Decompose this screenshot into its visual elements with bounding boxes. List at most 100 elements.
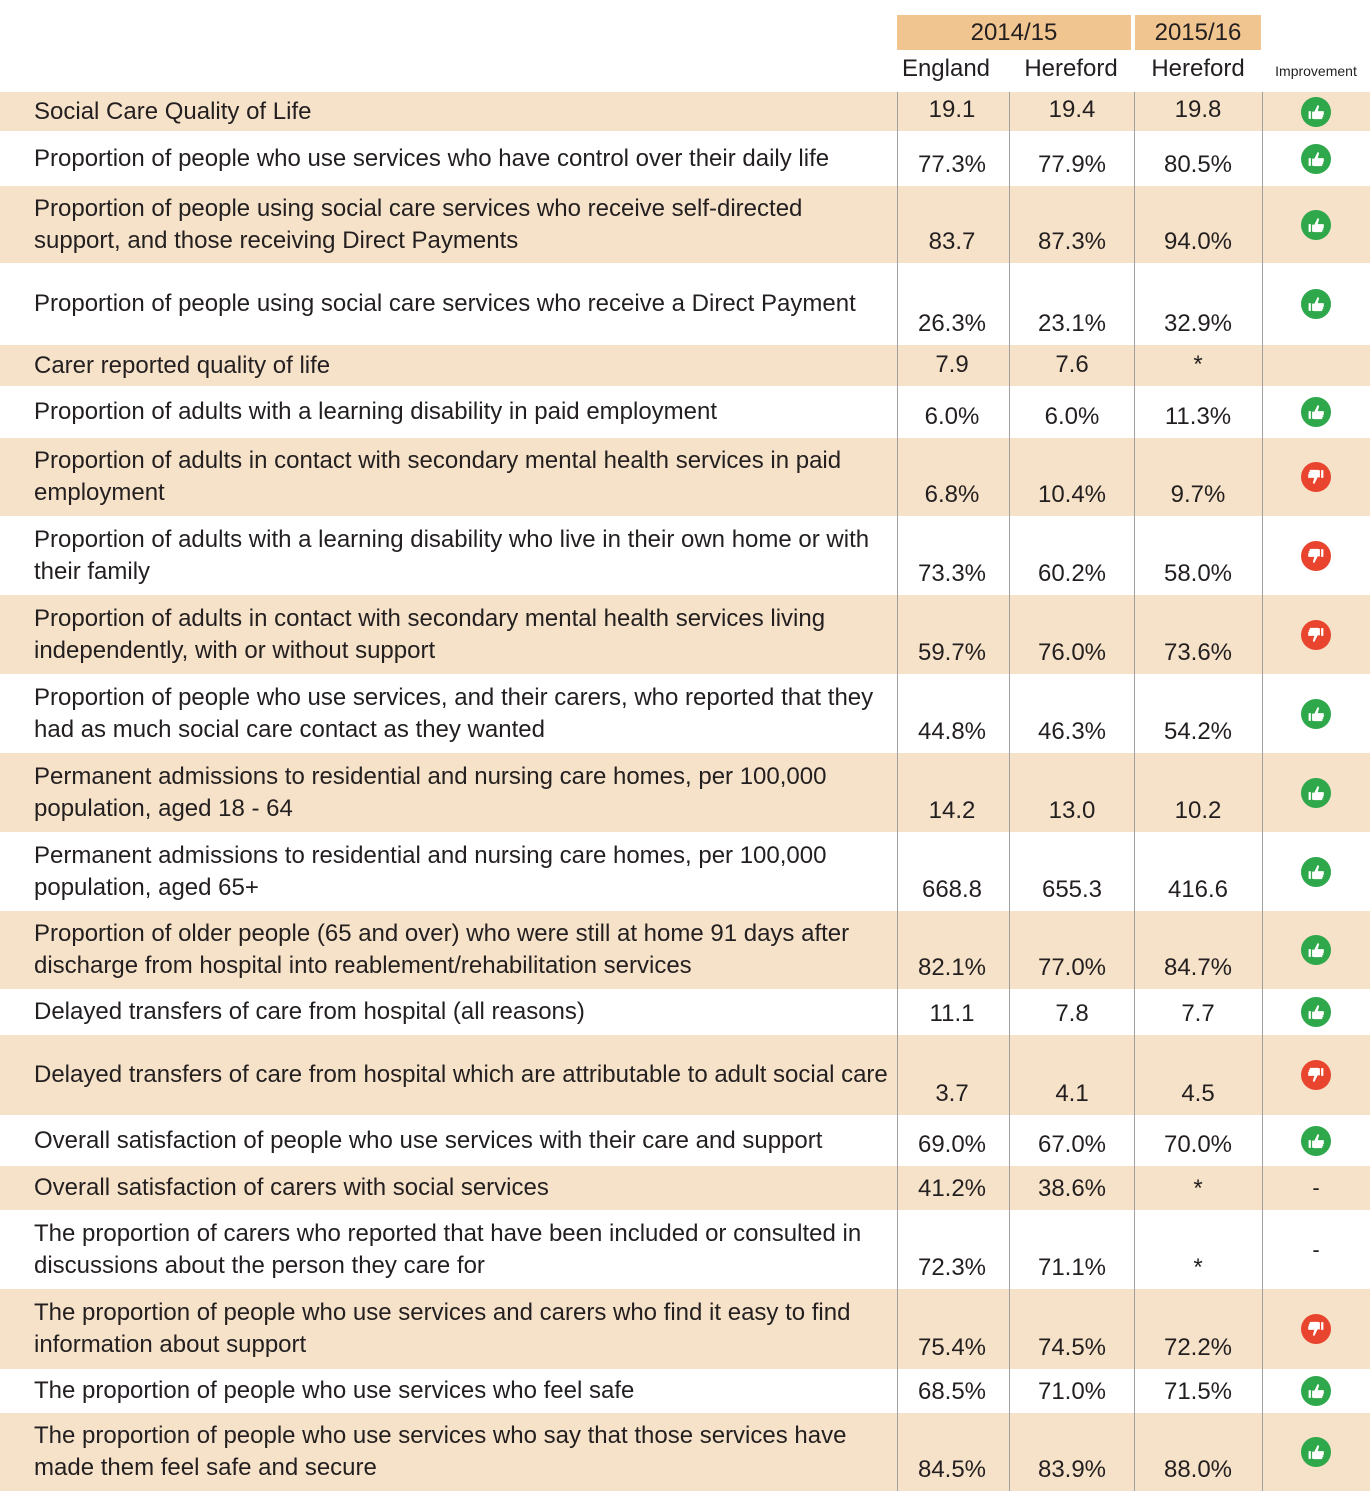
table-row: Permanent admissions to residential and …: [0, 753, 1370, 832]
row-label: The proportion of people who use service…: [34, 1422, 847, 1481]
column-separator: [897, 832, 898, 911]
row-label: Delayed transfers of care from hospital …: [34, 998, 585, 1025]
cell-value: 69.0%: [917, 1131, 987, 1158]
row-label: Proportion of people using social care s…: [34, 194, 803, 254]
thumbs-down-icon: [1300, 619, 1332, 651]
thumbs-up-icon: [1300, 996, 1332, 1028]
row-label: Proportion of adults with a learning dis…: [34, 398, 718, 425]
table-row: Proportion of adults with a learning dis…: [0, 386, 1370, 438]
cell-value: 70.0%: [1163, 1131, 1233, 1158]
table-row: Proportion of adults in contact with sec…: [0, 595, 1370, 674]
group-header: 2015/16: [1135, 15, 1261, 50]
cell-value: 80.5%: [1163, 151, 1233, 178]
table-row: Delayed transfers of care from hospital …: [0, 1035, 1370, 1115]
cell-value: 19.8: [1174, 96, 1222, 123]
column-separator: [1134, 1210, 1135, 1289]
column-separator: [1134, 131, 1135, 186]
table-row: Carer reported quality of life 7.9 7.6 *: [0, 345, 1370, 386]
cell-value: 4.5: [1181, 1080, 1215, 1107]
cell-value: 77.3%: [917, 151, 987, 178]
column-separator: [897, 1210, 898, 1289]
column-separator: [897, 1413, 898, 1491]
column-header: England: [901, 55, 991, 82]
column-separator: [1134, 386, 1135, 438]
column-separator: [1262, 263, 1263, 345]
cell-value: 73.6%: [1163, 639, 1233, 666]
column-separator: [1009, 438, 1010, 516]
column-separator: [1262, 1035, 1263, 1115]
table-row: The proportion of people who use service…: [0, 1289, 1370, 1369]
column-separator: [1009, 131, 1010, 186]
row-label: The proportion of people who use service…: [34, 1377, 635, 1404]
cell-value: 60.2%: [1037, 560, 1107, 587]
thumbs-up-icon: [1300, 856, 1332, 888]
cell-value: 7.8: [1055, 1000, 1089, 1027]
column-separator: [1262, 131, 1263, 186]
column-separator: [1262, 1210, 1263, 1289]
column-header: Improvement: [1275, 63, 1357, 79]
column-separator: [1134, 674, 1135, 753]
cell-value: 46.3%: [1037, 718, 1107, 745]
column-separator: [897, 1115, 898, 1166]
column-separator: [897, 131, 898, 186]
row-label: Proportion of people who use services wh…: [34, 144, 830, 172]
column-separator: [1134, 1369, 1135, 1413]
column-separator: [1134, 753, 1135, 832]
thumbs-up-icon: [1300, 698, 1332, 730]
cell-value: 14.2: [928, 797, 976, 824]
cell-value: 71.0%: [1037, 1378, 1107, 1405]
thumbs-up-icon: [1300, 209, 1332, 241]
table-row: The proportion of people who use service…: [0, 1369, 1370, 1413]
column-separator: [1134, 595, 1135, 674]
thumbs-up-icon: [1300, 934, 1332, 966]
column-separator: [897, 92, 898, 131]
cell-value: *: [1193, 1254, 1203, 1281]
improvement-text: -: [1312, 1175, 1320, 1200]
row-label: Proportion of people using social care s…: [34, 290, 856, 317]
cell-value: 7.6: [1055, 351, 1089, 378]
cell-value: 6.0%: [924, 403, 980, 430]
cell-value: 3.7: [935, 1080, 969, 1107]
column-separator: [1262, 1289, 1263, 1369]
column-separator: [1262, 753, 1263, 832]
column-separator: [897, 911, 898, 989]
cell-value: 58.0%: [1163, 560, 1233, 587]
cell-value: 44.8%: [917, 718, 987, 745]
thumbs-down-icon: [1300, 461, 1332, 493]
column-separator: [1009, 516, 1010, 595]
column-header: Hereford: [1151, 55, 1245, 82]
cell-value: 59.7%: [917, 639, 987, 666]
table-row: Delayed transfers of care from hospital …: [0, 989, 1370, 1035]
cell-value: 83.7: [928, 228, 976, 255]
table-row: Proportion of adults in contact with sec…: [0, 438, 1370, 516]
cell-value: 73.3%: [917, 560, 987, 587]
cell-value: 84.7%: [1163, 954, 1233, 981]
row-label: Delayed transfers of care from hospital …: [34, 1061, 888, 1088]
cell-value: 6.0%: [1044, 403, 1100, 430]
thumbs-down-icon: [1300, 1059, 1332, 1091]
row-label: Social Care Quality of Life: [34, 97, 312, 125]
cell-value: 38.6%: [1037, 1175, 1107, 1202]
cell-value: 77.0%: [1037, 954, 1107, 981]
column-separator: [1134, 1166, 1135, 1210]
column-separator: [897, 263, 898, 345]
row-label: Proportion of adults in contact with sec…: [34, 604, 826, 664]
row-label: Proportion of people who use services, a…: [34, 683, 874, 743]
cell-value: 94.0%: [1163, 228, 1233, 255]
column-separator: [897, 989, 898, 1035]
cell-value: 9.7%: [1170, 481, 1226, 508]
row-label: Proportion of adults with a learning dis…: [34, 525, 870, 585]
row-label: Permanent admissions to residential and …: [34, 762, 827, 822]
table-row: Proportion of people who use services wh…: [0, 131, 1370, 186]
thumbs-up-icon: [1300, 396, 1332, 428]
cell-value: 68.5%: [917, 1378, 987, 1405]
thumbs-down-icon: [1300, 540, 1332, 572]
cell-value: 19.4: [1048, 96, 1096, 123]
column-separator: [1262, 516, 1263, 595]
thumbs-up-icon: [1300, 1375, 1332, 1407]
column-separator: [897, 516, 898, 595]
cell-value: 19.1: [928, 96, 976, 123]
column-separator: [1009, 186, 1010, 263]
row-label: Overall satisfaction of people who use s…: [34, 1126, 823, 1154]
column-separator: [897, 1166, 898, 1210]
